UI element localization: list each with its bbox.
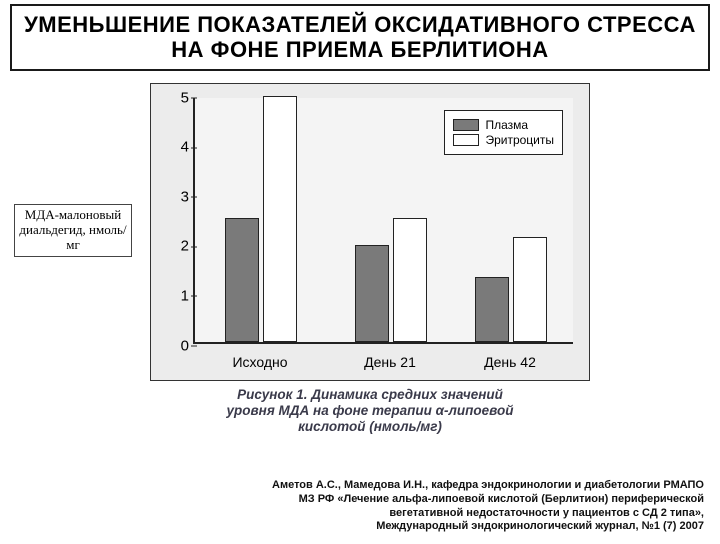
bar-plasma — [475, 277, 509, 341]
citation-line-2: МЗ РФ «Лечение альфа-липоевой кислотой (… — [299, 493, 704, 505]
legend-row-plasma: Плазма — [453, 118, 554, 132]
legend-row-eryth: Эритроциты — [453, 133, 554, 147]
y-tick: 2 — [169, 238, 189, 255]
legend: Плазма Эритроциты — [444, 110, 563, 155]
chart-wrap: 0 1 2 3 4 5 Плазма Эритроциты Исходно День 21 Д… — [80, 83, 640, 436]
x-category-label: День 21 — [345, 354, 435, 370]
bar-eryth — [393, 218, 427, 342]
caption-line-3: кислотой (нмоль/мг) — [298, 419, 442, 434]
citation-line-4: Международный эндокринологический журнал… — [376, 520, 704, 532]
legend-swatch-plasma — [453, 119, 479, 131]
caption-line-1: Рисунок 1. Динамика средних значений — [237, 387, 503, 402]
chart-caption: Рисунок 1. Динамика средних значений уро… — [150, 387, 590, 436]
bar-plasma — [225, 218, 259, 342]
y-tick: 3 — [169, 188, 189, 205]
legend-label-eryth: Эритроциты — [485, 133, 554, 147]
citation-line-3: вегетативной недостаточности у пациентов… — [389, 507, 704, 519]
caption-line-2: уровня МДА на фоне терапии α-липоевой — [227, 403, 514, 418]
bar-plasma — [355, 245, 389, 342]
bar-eryth — [263, 96, 297, 342]
chart-panel: 0 1 2 3 4 5 Плазма Эритроциты Исходно День 21 Д… — [150, 83, 590, 381]
x-category-label: Исходно — [215, 354, 305, 370]
y-tick: 5 — [169, 89, 189, 106]
bar-eryth — [513, 237, 547, 341]
y-tick: 1 — [169, 287, 189, 304]
page-title: УМЕНЬШЕНИЕ ПОКАЗАТЕЛЕЙ ОКСИДАТИВНОГО СТР… — [20, 12, 700, 63]
citation-line-1: Аметов А.С., Мамедова И.Н., кафедра эндо… — [272, 479, 704, 491]
legend-label-plasma: Плазма — [485, 118, 528, 132]
y-tick: 4 — [169, 139, 189, 156]
title-box: УМЕНЬШЕНИЕ ПОКАЗАТЕЛЕЙ ОКСИДАТИВНОГО СТР… — [10, 4, 710, 71]
legend-swatch-eryth — [453, 134, 479, 146]
citation: Аметов А.С., Мамедова И.Н., кафедра эндо… — [170, 479, 704, 534]
y-tick: 0 — [169, 337, 189, 354]
x-category-label: День 42 — [465, 354, 555, 370]
